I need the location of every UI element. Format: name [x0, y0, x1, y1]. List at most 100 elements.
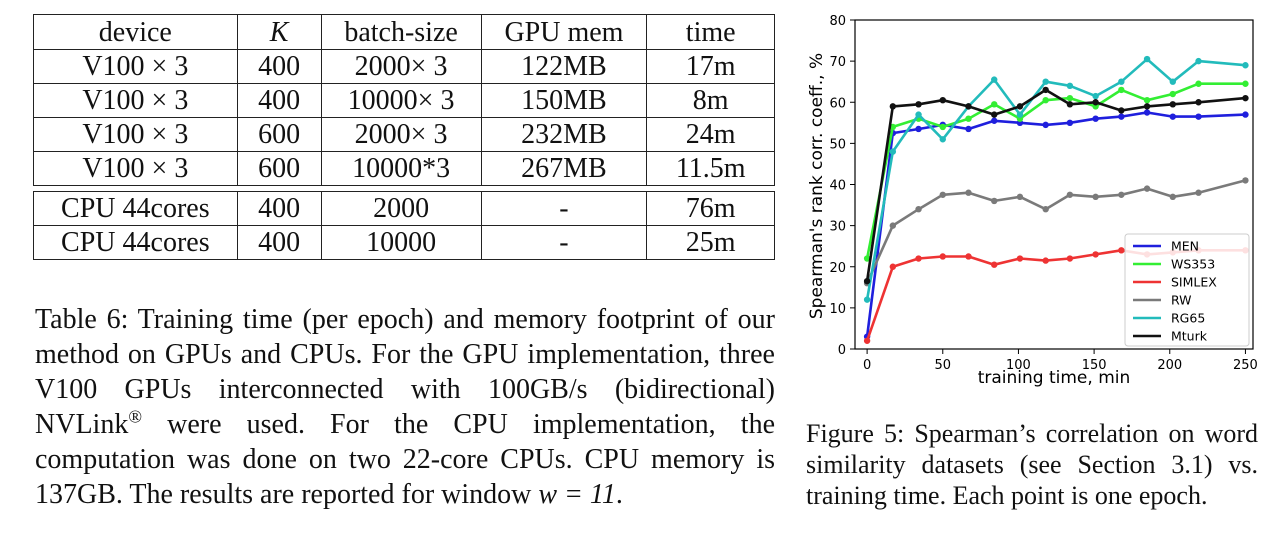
- results-table: device K batch-size GPU mem time V100 × …: [33, 14, 775, 260]
- data-point-rw: [991, 197, 998, 205]
- cell: 76m: [646, 191, 775, 226]
- data-point-ws353: [939, 123, 946, 131]
- data-point-mturk: [1118, 107, 1125, 114]
- data-point-mturk: [965, 103, 972, 110]
- data-point-ws353: [1242, 80, 1249, 87]
- data-point-mturk: [1066, 101, 1074, 108]
- data-point-men: [1118, 113, 1125, 120]
- y-tick-label: 40: [829, 179, 846, 194]
- x-tick-label: 200: [1157, 358, 1182, 373]
- data-point-rw: [1143, 185, 1151, 192]
- legend-label-simlex: SIMLEX: [1171, 275, 1217, 290]
- data-point-ws353: [1066, 94, 1074, 102]
- data-point-mturk: [1242, 94, 1249, 102]
- table-row: V100 × 3 400 2000× 3 122MB 17m: [33, 49, 775, 84]
- y-tick-label: 80: [829, 14, 846, 29]
- cell: V100 × 3: [33, 117, 238, 152]
- y-tick-label: 30: [829, 220, 846, 235]
- data-point-simlex: [939, 253, 946, 260]
- data-point-men: [1242, 111, 1249, 118]
- data-point-rg65: [1016, 111, 1024, 118]
- data-point-rw: [915, 205, 922, 213]
- data-point-rg65: [1169, 78, 1176, 85]
- table-caption: Table 6: Training time (per epoch) and m…: [35, 302, 775, 512]
- data-point-ws353: [863, 255, 871, 262]
- y-axis-label: Spearman's rank corr. coeff., %: [807, 53, 827, 319]
- header-time: time: [646, 14, 775, 50]
- figure-caption: Figure 5: Spearman’s correlation on word…: [806, 419, 1258, 510]
- data-point-simlex: [1016, 255, 1024, 262]
- cell: 267MB: [480, 151, 648, 186]
- data-point-rw: [1195, 189, 1202, 196]
- data-point-rw: [1016, 193, 1024, 201]
- data-point-rg65: [1195, 57, 1202, 65]
- data-point-rw: [1092, 193, 1099, 201]
- data-point-simlex: [889, 263, 897, 270]
- caption-text: .: [615, 479, 623, 510]
- data-point-rw: [1042, 205, 1049, 213]
- table-header-row: device K batch-size GPU mem time: [33, 14, 775, 50]
- table-row: CPU 44cores 400 2000 - 76m: [33, 191, 775, 226]
- cell: 600: [236, 151, 322, 186]
- cell: 2000× 3: [320, 117, 482, 152]
- cell: CPU 44cores: [33, 225, 238, 260]
- data-point-ws353: [1042, 96, 1049, 104]
- table-row: V100 × 3 600 10000*3 267MB 11.5m: [33, 151, 775, 186]
- data-point-rw: [1066, 191, 1074, 198]
- data-point-rg65: [1143, 55, 1151, 63]
- data-point-mturk: [991, 111, 998, 118]
- data-point-mturk: [1143, 103, 1151, 110]
- data-point-simlex: [1092, 251, 1099, 258]
- data-point-rg65: [1066, 82, 1074, 90]
- cell: 11.5m: [646, 151, 775, 186]
- data-point-simlex: [965, 253, 972, 260]
- data-point-simlex: [1118, 247, 1125, 254]
- data-point-rw: [1242, 177, 1249, 184]
- data-point-mturk: [1169, 101, 1176, 108]
- cell: 400: [236, 83, 322, 118]
- cell: 122MB: [480, 49, 648, 84]
- data-point-rg65: [1242, 62, 1249, 69]
- y-tick-label: 70: [829, 55, 846, 70]
- legend-label-ws353: WS353: [1171, 257, 1215, 272]
- cell: 17m: [646, 49, 775, 84]
- data-point-rw: [1169, 193, 1176, 201]
- cell: 400: [236, 191, 322, 226]
- cell: 8m: [646, 83, 775, 118]
- data-point-men: [1195, 113, 1202, 120]
- data-point-simlex: [915, 255, 922, 262]
- header-gpu-mem: GPU mem: [480, 14, 648, 50]
- cell: 10000: [320, 225, 482, 260]
- cell: 2000× 3: [320, 49, 482, 84]
- registered-mark: ®: [128, 406, 143, 427]
- data-point-rg65: [889, 148, 897, 155]
- data-point-rg65: [863, 296, 871, 303]
- data-point-mturk: [1195, 99, 1202, 106]
- header-k: K: [236, 14, 322, 50]
- cell: 400: [236, 49, 322, 84]
- data-point-men: [1169, 113, 1176, 120]
- correlation-chart: 0 10 20 30 40 50 60 70 80 0 50 100 150 200 250 MEN WS353…: [807, 14, 1258, 388]
- data-point-men: [1066, 119, 1074, 127]
- table-row: V100 × 3 400 10000× 3 150MB 8m: [33, 83, 775, 118]
- data-point-men: [915, 125, 922, 133]
- data-point-rg65: [991, 76, 998, 83]
- y-tick-label: 60: [829, 96, 846, 111]
- data-point-rw: [889, 222, 897, 229]
- data-point-rg65: [1092, 92, 1099, 100]
- table-row: V100 × 3 600 2000× 3 232MB 24m: [33, 117, 775, 152]
- cell: 150MB: [480, 83, 648, 118]
- table-row: CPU 44cores 400 10000 - 25m: [33, 225, 775, 260]
- y-tick-label: 10: [829, 302, 846, 317]
- x-axis-label: training time, min: [978, 368, 1131, 388]
- x-tick-label: 50: [934, 358, 951, 373]
- y-tick-label: 20: [829, 261, 846, 276]
- cell: 600: [236, 117, 322, 152]
- data-point-rw: [965, 189, 972, 196]
- data-point-rw: [939, 191, 946, 198]
- data-point-mturk: [1092, 99, 1099, 106]
- cell: V100 × 3: [33, 151, 238, 186]
- caption-text: were used. For the CPU implementation, t…: [35, 409, 775, 510]
- data-point-mturk: [863, 277, 871, 285]
- data-point-men: [991, 117, 998, 124]
